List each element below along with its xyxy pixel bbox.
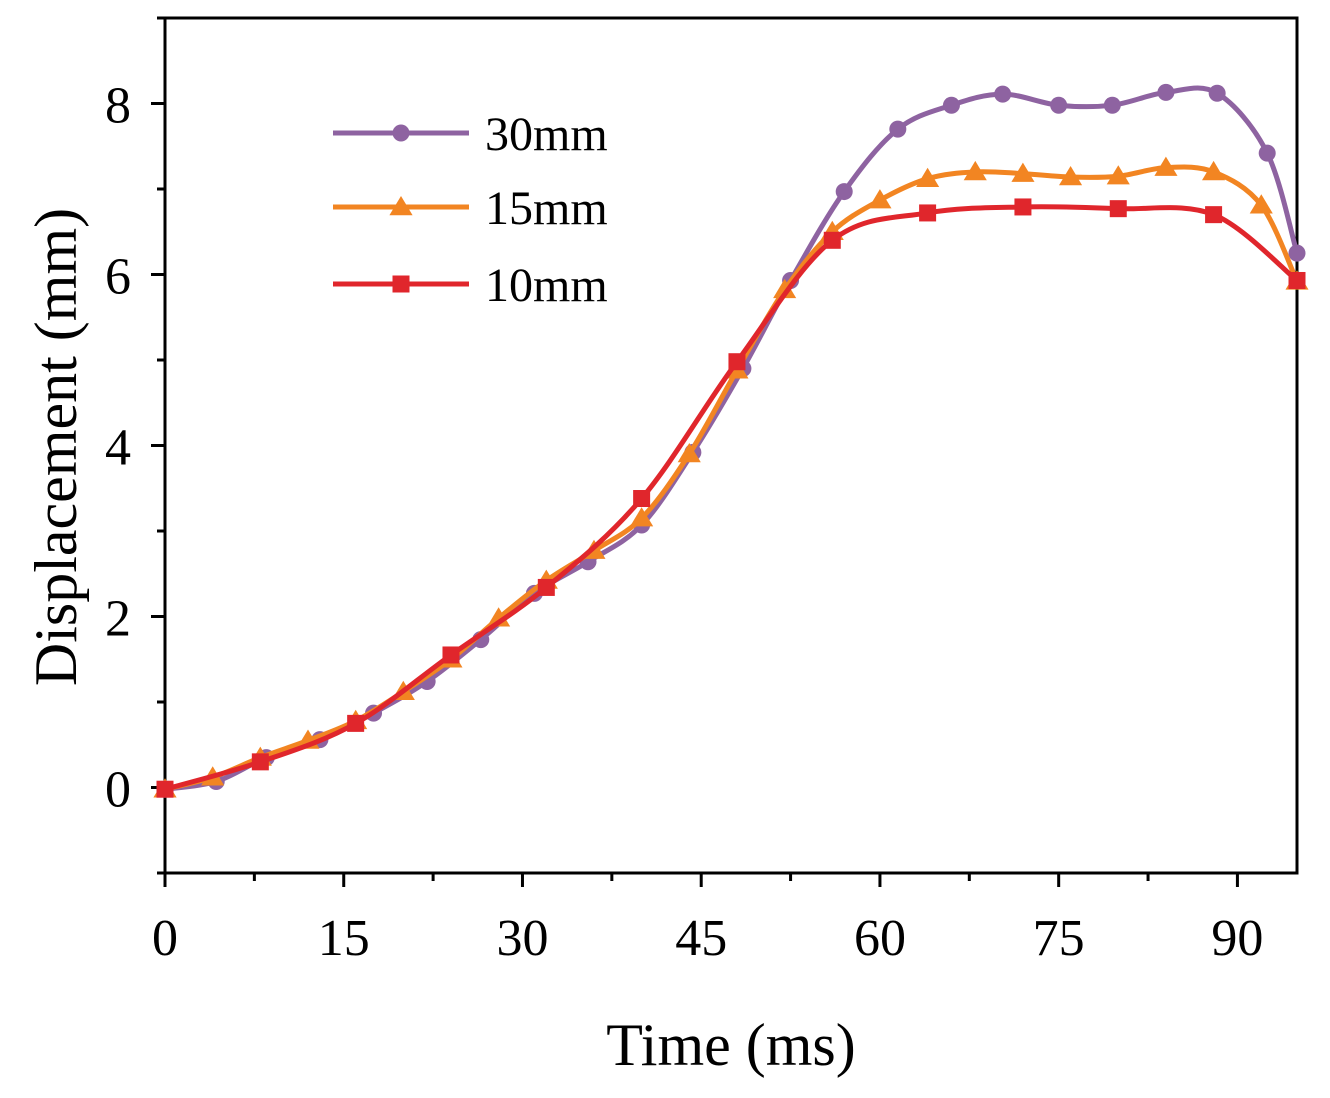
axes: 0 15 30 45 60 75 90 0 2 4 6 8 <box>105 16 1299 967</box>
legend-marker-10mm <box>392 275 410 293</box>
series-layer <box>153 83 1309 798</box>
series-line-30mm <box>162 85 1300 792</box>
data-point-30mm <box>994 85 1012 103</box>
series-10mm <box>156 198 1306 798</box>
data-point-30mm <box>942 96 960 114</box>
series-15mm <box>153 156 1309 798</box>
data-point-10mm <box>728 353 746 371</box>
y-tick-label: 0 <box>105 762 131 819</box>
y-tick-label: 8 <box>105 78 131 135</box>
series-line-10mm <box>162 204 1300 792</box>
data-point-30mm <box>1258 144 1276 162</box>
x-tick-label: 90 <box>1211 910 1263 967</box>
x-tick-label: 45 <box>675 910 727 967</box>
data-point-30mm <box>1157 83 1175 101</box>
x-tick-label: 60 <box>854 910 906 967</box>
legend: 30mm 15mm 10mm <box>333 108 608 312</box>
x-tick-label: 30 <box>496 910 548 967</box>
data-point-15mm <box>1106 165 1130 185</box>
data-point-15mm <box>1011 162 1035 182</box>
y-tick-label: 2 <box>105 591 131 648</box>
legend-item-30mm: 30mm <box>333 108 608 161</box>
legend-label-10mm: 10mm <box>485 259 608 312</box>
data-point-15mm <box>1154 156 1178 176</box>
data-point-10mm <box>347 714 365 732</box>
data-point-10mm <box>251 753 269 771</box>
data-point-15mm <box>1249 194 1273 214</box>
data-point-10mm <box>919 204 937 222</box>
x-tick-label: 0 <box>152 910 178 967</box>
y-tick-label: 4 <box>105 420 131 477</box>
data-point-15mm <box>677 443 701 463</box>
legend-label-30mm: 30mm <box>485 108 608 161</box>
data-point-10mm <box>1014 198 1032 216</box>
data-point-30mm <box>835 183 853 201</box>
data-point-15mm <box>487 607 511 627</box>
legend-marker-15mm <box>389 196 413 216</box>
plot-frame <box>163 16 1299 875</box>
legend-item-15mm: 15mm <box>333 182 608 235</box>
data-point-30mm <box>1208 84 1226 102</box>
data-point-10mm <box>633 490 651 508</box>
data-point-10mm <box>823 231 841 249</box>
data-point-10mm <box>1109 200 1127 218</box>
data-point-30mm <box>1050 96 1068 114</box>
data-point-30mm <box>1288 244 1306 262</box>
legend-item-10mm: 10mm <box>333 259 608 312</box>
data-point-10mm <box>442 646 460 664</box>
legend-label-15mm: 15mm <box>485 182 608 235</box>
x-tick-label: 75 <box>1033 910 1085 967</box>
data-point-15mm <box>868 189 892 209</box>
y-tick-label: 6 <box>105 249 131 306</box>
data-point-10mm <box>1288 271 1306 289</box>
data-point-15mm <box>1202 160 1226 181</box>
data-point-15mm <box>916 167 940 187</box>
x-tick-label: 15 <box>318 910 370 967</box>
data-point-30mm <box>1103 96 1121 114</box>
legend-marker-30mm <box>392 124 410 142</box>
data-point-15mm <box>773 278 797 299</box>
data-point-10mm <box>156 780 174 798</box>
x-axis-title: Time (ms) <box>606 1012 856 1078</box>
data-point-15mm <box>963 160 987 181</box>
data-point-10mm <box>537 578 555 596</box>
data-point-10mm <box>1205 206 1223 224</box>
data-point-15mm <box>1059 166 1083 186</box>
data-point-30mm <box>889 120 907 138</box>
y-axis-title: Displacement (mm) <box>23 208 89 686</box>
series-30mm <box>156 83 1306 798</box>
data-point-15mm <box>630 507 654 527</box>
series-line-15mm <box>162 164 1300 792</box>
